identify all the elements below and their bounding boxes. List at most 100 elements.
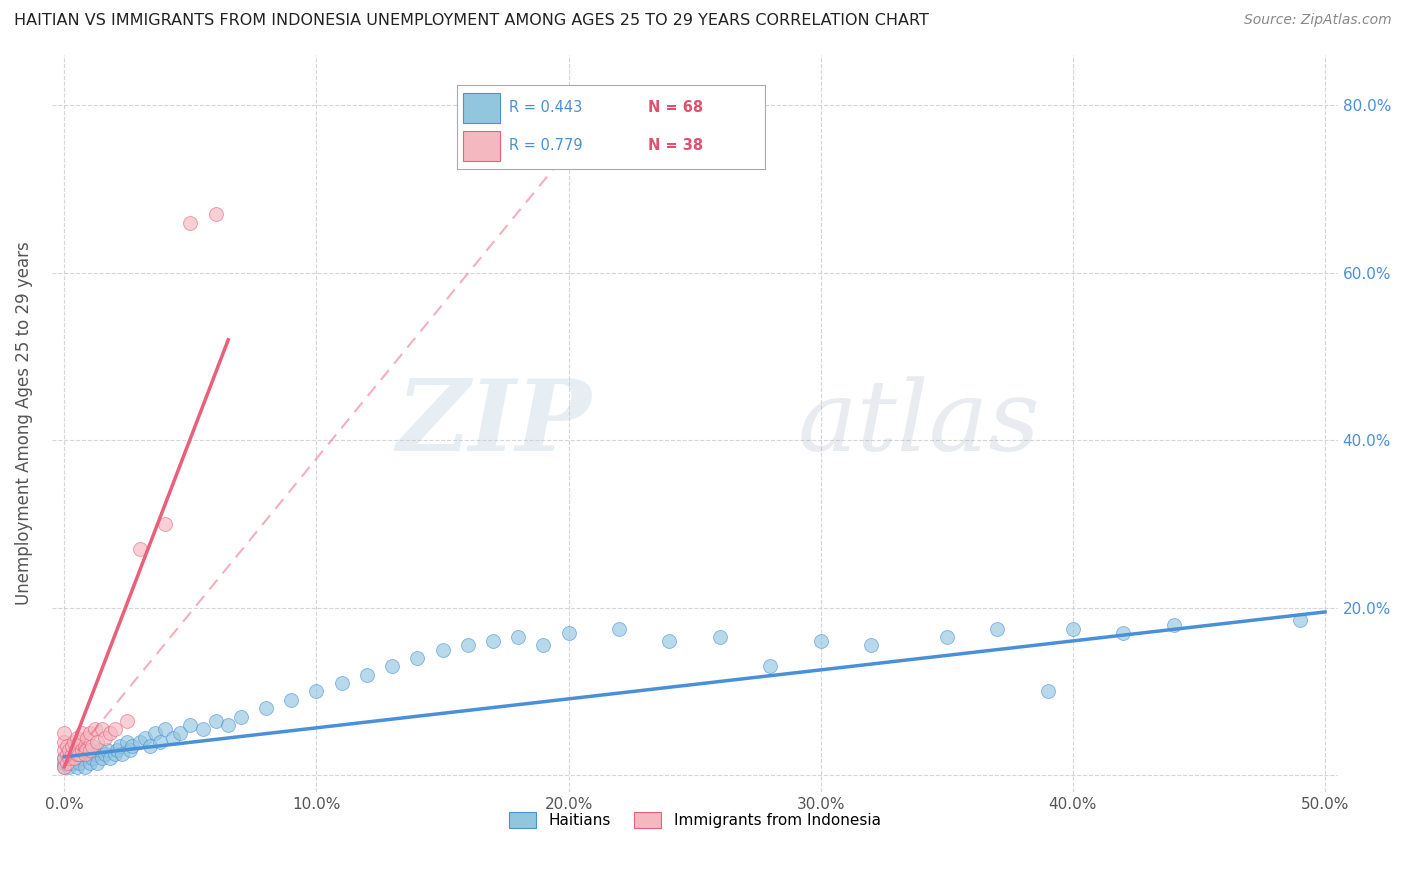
Point [810,634,832,648]
Point [1062,622,1084,636]
Point [58,760,80,774]
Point [63,735,86,749]
Point [66,747,89,762]
Point [986,622,1008,636]
Point [162,731,184,745]
Point [70,726,93,740]
Point [98,726,121,740]
Point [531,639,554,653]
Point [58,743,80,757]
Point [179,216,201,230]
Point [83,747,105,762]
Point [482,634,505,648]
Point [105,743,128,757]
Point [69,756,91,770]
Point [129,735,152,749]
Point [111,747,134,762]
Point [204,207,226,221]
Point [73,747,96,762]
Point [66,731,89,745]
Point [169,726,191,740]
Point [406,651,429,665]
Text: ZIP: ZIP [396,376,592,472]
Point [89,743,111,757]
Point [129,542,152,557]
Point [60,756,83,770]
Legend: Haitians, Immigrants from Indonesia: Haitians, Immigrants from Indonesia [501,805,889,836]
Point [1112,625,1135,640]
Point [56,739,79,753]
Point [117,714,139,728]
Point [155,722,177,736]
Point [56,747,79,762]
Point [134,731,156,745]
Point [66,743,89,757]
Text: atlas: atlas [797,376,1040,471]
Point [149,735,172,749]
Point [53,726,76,740]
Point [191,722,214,736]
Point [80,739,103,753]
Point [104,722,127,736]
Point [658,634,681,648]
Point [96,743,118,757]
Point [69,735,91,749]
Point [204,714,226,728]
Point [98,751,121,765]
Point [53,751,76,765]
Point [83,722,105,736]
Point [91,722,114,736]
Point [73,739,96,753]
Point [60,739,83,753]
Point [53,735,76,749]
Point [76,747,98,762]
Point [79,743,101,757]
Point [356,667,378,681]
Point [143,726,166,740]
Point [1036,684,1059,698]
Point [60,747,83,762]
Point [117,735,139,749]
Point [76,731,98,745]
Point [53,760,76,774]
Point [79,756,101,770]
Point [53,743,76,757]
Point [1288,613,1310,627]
Point [86,756,108,770]
Point [73,760,96,774]
Y-axis label: Unemployment Among Ages 25 to 29 years: Unemployment Among Ages 25 to 29 years [15,242,32,606]
Point [108,739,131,753]
Point [217,718,239,732]
Point [53,751,76,765]
Point [305,684,328,698]
Point [69,747,91,762]
Point [93,747,115,762]
Point [607,622,630,636]
Point [66,747,89,762]
Point [254,701,277,715]
Point [58,751,80,765]
Point [381,659,404,673]
Point [709,630,731,644]
Point [63,751,86,765]
Point [86,735,108,749]
Point [139,739,162,753]
Point [759,659,782,673]
Point [280,693,302,707]
Text: Source: ZipAtlas.com: Source: ZipAtlas.com [1244,13,1392,28]
Point [91,751,114,765]
Point [121,739,143,753]
Point [79,726,101,740]
Point [56,756,79,770]
Point [935,630,957,644]
Point [229,709,252,723]
Point [330,676,353,690]
Point [179,718,201,732]
Point [432,642,454,657]
Point [457,639,479,653]
Point [80,751,103,765]
Point [70,751,93,765]
Point [70,743,93,757]
Point [1163,617,1185,632]
Point [557,625,579,640]
